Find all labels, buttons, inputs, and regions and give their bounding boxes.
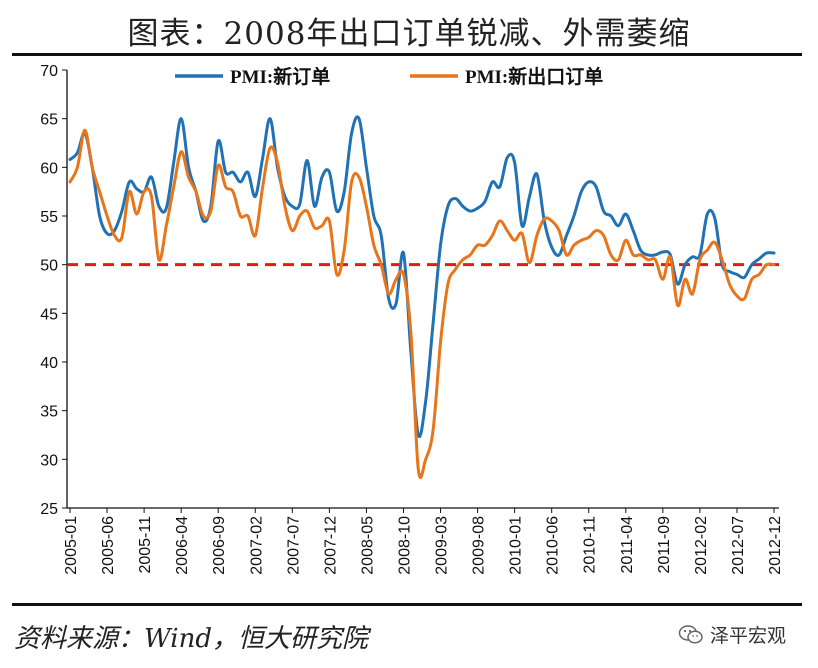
y-tick-label: 65 xyxy=(40,112,58,129)
x-tick-label: 2012-12 xyxy=(767,516,784,575)
series-new-export-orders-line xyxy=(68,128,776,479)
y-tick-label: 25 xyxy=(40,501,58,518)
x-tick-label: 2008-10 xyxy=(396,516,413,575)
bottom-rule xyxy=(12,603,802,606)
y-tick-label: 60 xyxy=(40,160,58,177)
x-tick-label: 2012-02 xyxy=(693,516,710,575)
legend-label-2: PMI:新出口订单 xyxy=(465,65,603,88)
y-tick-label: 50 xyxy=(40,258,58,275)
x-tick-label: 2011-09 xyxy=(656,516,673,574)
legend-label-1: PMI:新订单 xyxy=(230,65,330,88)
x-tick-label: 2005-06 xyxy=(100,516,117,575)
series-new-orders-line xyxy=(68,115,776,439)
x-tick-label: 2005-11 xyxy=(137,516,154,574)
x-tick-label: 2012-07 xyxy=(730,516,747,575)
wechat-icon xyxy=(678,624,703,644)
y-tick-label: 30 xyxy=(40,452,58,469)
x-tick-label: 2010-06 xyxy=(545,516,562,575)
x-tick-label: 2010-01 xyxy=(508,516,525,575)
x-tick-label: 2009-03 xyxy=(434,516,451,575)
top-rule xyxy=(12,53,802,56)
y-tick-label: 55 xyxy=(40,209,58,226)
x-tick-label: 2007-12 xyxy=(322,516,339,575)
source-note: 资料来源：Wind，恒大研究院 xyxy=(14,624,368,654)
x-tick-label: 2008-05 xyxy=(359,516,376,575)
x-tick-label: 2009-08 xyxy=(471,516,488,575)
y-tick-label: 35 xyxy=(40,404,58,421)
x-tick-label: 2011-04 xyxy=(619,516,636,574)
x-tick-label: 2010-11 xyxy=(582,516,599,574)
x-tick-label: 2007-07 xyxy=(285,516,302,575)
watermark: 泽平宏观 xyxy=(678,621,786,648)
x-tick-label: 2006-09 xyxy=(211,516,228,575)
y-tick-label: 40 xyxy=(40,355,58,372)
y-tick-label: 45 xyxy=(40,306,58,323)
x-tick-label: 2005-01 xyxy=(63,516,80,575)
x-tick-label: 2006-04 xyxy=(174,516,191,575)
x-tick-label: 2007-02 xyxy=(248,516,265,575)
chart-title: 图表：2008年出口订单锐减、外需萎缩 xyxy=(127,16,691,52)
y-tick-label: 70 xyxy=(40,63,58,80)
watermark-text: 泽平宏观 xyxy=(710,625,787,647)
